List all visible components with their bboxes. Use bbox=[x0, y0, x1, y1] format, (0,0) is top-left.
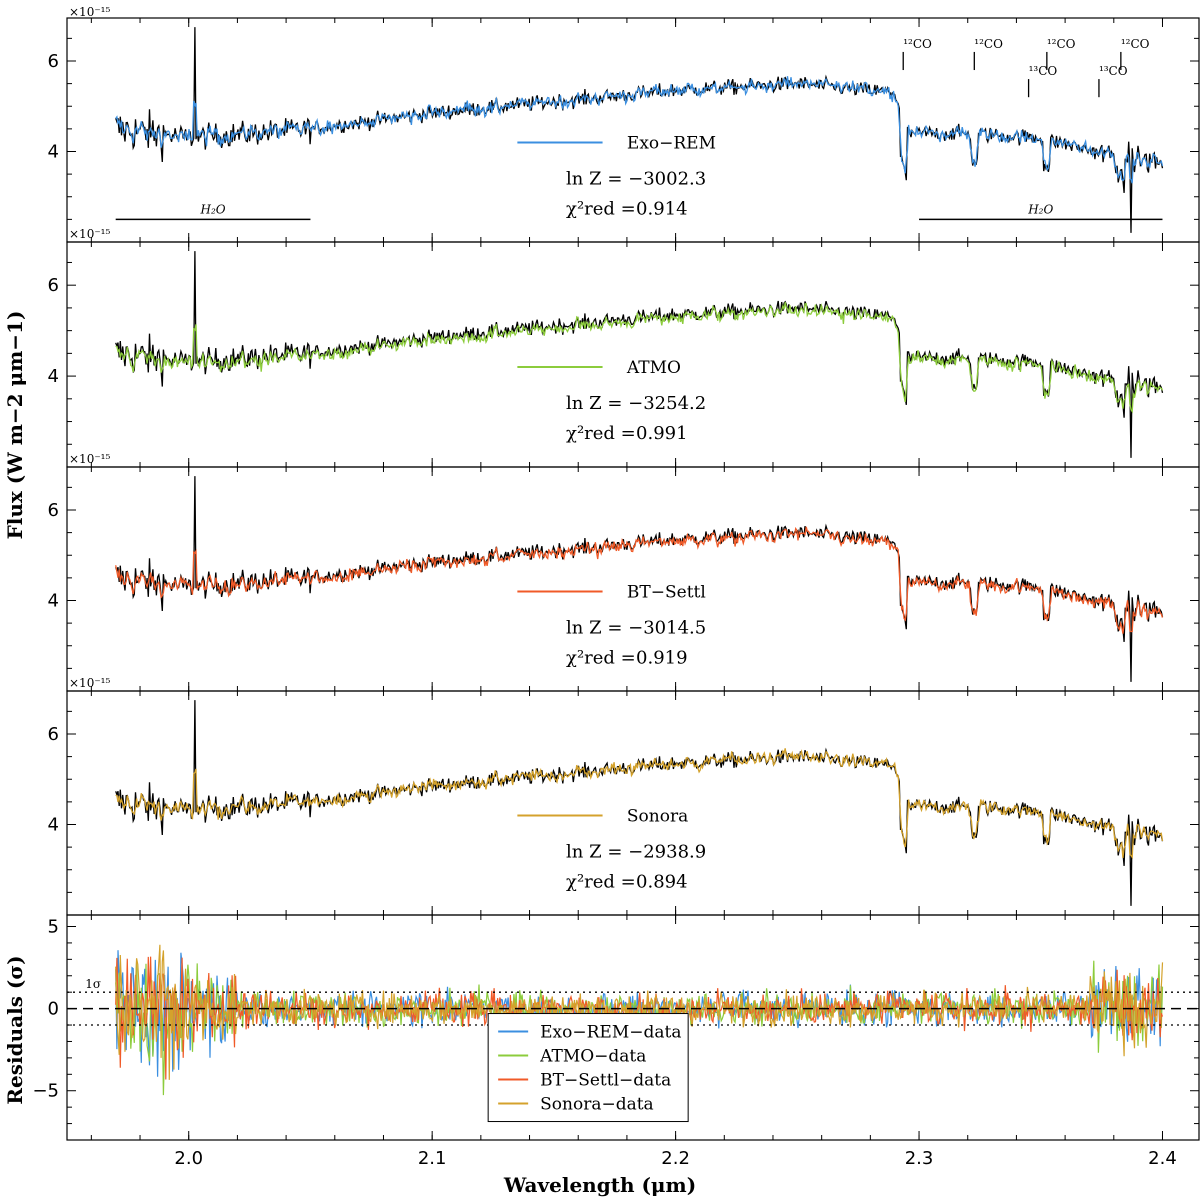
y-tick-label: 4 bbox=[48, 141, 59, 162]
residual-series-line bbox=[115, 956, 1164, 1080]
panel-series bbox=[115, 476, 1164, 682]
flux-axis-label: Flux (W m−2 μm−1) bbox=[3, 311, 27, 540]
y-tick-label: 5 bbox=[48, 916, 59, 937]
model-series-line bbox=[115, 76, 1164, 184]
residual-series-line bbox=[115, 944, 1164, 1080]
flux-scale-label: ×10⁻¹⁵ bbox=[69, 452, 110, 466]
flux-scale-label: ×10⁻¹⁵ bbox=[69, 227, 110, 241]
panel-series bbox=[115, 27, 1164, 233]
legend-bt-settl: BT−Settl ln Z = −3014.5 χ²red = 0.919 bbox=[517, 582, 706, 668]
h2o-band-right-label: H₂O bbox=[1027, 202, 1053, 216]
legend-label: Sonora bbox=[627, 806, 688, 826]
residual-legend-label: Sonora−data bbox=[540, 1095, 654, 1115]
residual-legend-label: BT−Settl−data bbox=[540, 1071, 671, 1091]
y-tick-label: 4 bbox=[48, 590, 59, 611]
residual-legend-label: Exo−REM−data bbox=[540, 1023, 681, 1043]
y-tick-label: 6 bbox=[48, 275, 59, 296]
co-marker-label: ¹³CO bbox=[1029, 64, 1058, 78]
ln-z-value: ln Z = −2938.9 bbox=[566, 841, 706, 862]
x-tick-label: 2.3 bbox=[905, 1148, 934, 1169]
x-tick-label: 2.4 bbox=[1148, 1148, 1177, 1169]
y-tick-label: 6 bbox=[48, 51, 59, 72]
flux-scale-label: ×10⁻¹⁵ bbox=[69, 5, 110, 19]
chi2-value: 0.919 bbox=[636, 647, 688, 668]
co-marker-label: ¹²CO bbox=[974, 37, 1003, 51]
co-marker-label: ¹²CO bbox=[1047, 37, 1076, 51]
residual-legend-label: ATMO−data bbox=[539, 1047, 646, 1067]
model-series-line bbox=[115, 302, 1164, 414]
h2o-band-left-label: H₂O bbox=[200, 202, 226, 216]
chi2-label: χ²red = bbox=[566, 871, 636, 892]
x-axis-label: Wavelength (μm) bbox=[503, 1173, 696, 1197]
co-bandhead-markers: ¹²CO ¹²CO ¹²CO ¹²CO ¹³CO ¹³CO bbox=[902, 37, 1150, 98]
co-marker-label: ¹²CO bbox=[903, 37, 932, 51]
x-tick-label: 2.1 bbox=[418, 1148, 447, 1169]
y-tick-label: 0 bbox=[48, 999, 59, 1020]
co-marker-label: ¹³CO bbox=[1099, 64, 1128, 78]
co-marker-label: ¹²CO bbox=[1121, 37, 1150, 51]
data-series-line bbox=[115, 700, 1164, 906]
y-tick-label: 6 bbox=[48, 500, 59, 521]
legend-label: BT−Settl bbox=[627, 582, 706, 602]
legend-label: Exo−REM bbox=[627, 133, 716, 153]
panel-series bbox=[115, 700, 1164, 906]
chi2-label: χ²red = bbox=[566, 647, 636, 668]
chi2-value: 0.991 bbox=[636, 423, 688, 444]
chi2-value: 0.894 bbox=[636, 871, 688, 892]
residual-axis-label: Residuals (σ) bbox=[3, 955, 27, 1104]
residual-legend: Exo−REM−data ATMO−data BT−Settl−data Son… bbox=[487, 1013, 689, 1123]
panel-atmo: 46 bbox=[48, 241, 1200, 468]
panel-series bbox=[115, 251, 1164, 458]
ln-z-value: ln Z = −3254.2 bbox=[566, 393, 706, 414]
panel-sonora: 46 bbox=[48, 690, 1200, 916]
y-tick-label: 4 bbox=[48, 814, 59, 835]
one-sigma-label: 1σ bbox=[85, 977, 101, 991]
flux-scale-label: ×10⁻¹⁵ bbox=[69, 676, 110, 690]
chi2-label: χ²red = bbox=[566, 198, 636, 219]
ln-z-value: ln Z = −3014.5 bbox=[566, 617, 706, 638]
chi2-label: χ²red = bbox=[566, 423, 636, 444]
x-tick-label: 2.0 bbox=[174, 1148, 203, 1169]
residual-frame bbox=[66, 914, 1200, 1141]
ln-z-value: ln Z = −3002.3 bbox=[566, 168, 706, 189]
y-tick-label: 6 bbox=[48, 724, 59, 745]
legend-exo-rem: Exo−REM ln Z = −3002.3 χ²red = 0.914 bbox=[517, 133, 716, 219]
y-tick-label: −5 bbox=[32, 1081, 59, 1102]
model-series-line bbox=[115, 748, 1164, 860]
model-series-line bbox=[115, 526, 1164, 634]
x-tick-label: 2.2 bbox=[661, 1148, 690, 1169]
legend-atmo: ATMO ln Z = −3254.2 χ²red = 0.991 bbox=[517, 358, 706, 444]
legend-label: ATMO bbox=[626, 358, 681, 378]
chi2-value: 0.914 bbox=[636, 198, 688, 219]
y-tick-label: 4 bbox=[48, 366, 59, 387]
legend-sonora: Sonora ln Z = −2938.9 χ²red = 0.894 bbox=[517, 806, 706, 892]
